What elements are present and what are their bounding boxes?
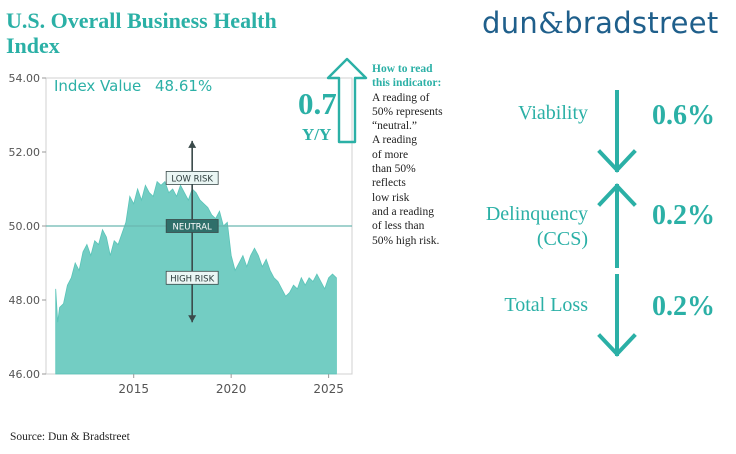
how-to-read-heading-2: this indicator: xyxy=(372,77,442,90)
high-risk-badge-box xyxy=(165,270,219,285)
y-tick-label: 46.00 xyxy=(9,368,41,381)
x-tick-label: 2020 xyxy=(216,382,247,396)
y-tick-label: 52.00 xyxy=(9,146,41,159)
yoy-label: Y/Y xyxy=(302,125,332,144)
neutral-badge-box xyxy=(165,219,219,233)
risk-arrow-head-down xyxy=(188,315,197,323)
how-to-read-note: How to read this indicator: A reading of… xyxy=(372,62,472,248)
how-to-read-line: and a reading xyxy=(372,205,434,218)
how-to-read-line: of more xyxy=(372,148,409,161)
neutral-badge: NEUTRAL xyxy=(165,219,219,233)
how-to-read-line: low risk xyxy=(372,191,410,204)
index-value: 48.61% xyxy=(155,77,212,95)
x-tick-label: 2025 xyxy=(313,382,344,396)
risk-arrow-head-up xyxy=(188,140,197,148)
how-to-read-line: of less than xyxy=(372,220,425,233)
low-risk-badge-text: LOW RISK xyxy=(171,175,213,185)
low-risk-badge: LOW RISK xyxy=(165,171,219,185)
how-to-read-line: reflects xyxy=(372,177,406,190)
high-risk-badge-text: HIGH RISK xyxy=(170,274,214,284)
page-title: U.S. Overall Business Health Index xyxy=(6,8,277,58)
total-loss-value: 0.2% xyxy=(652,291,715,322)
how-to-read-line: than 50% xyxy=(372,163,416,176)
how-to-read-line: “neutral.” xyxy=(372,120,418,133)
total-loss-down-arrow-icon xyxy=(597,274,637,357)
viability-value: 0.6% xyxy=(652,100,715,131)
y-tick-label: 48.00 xyxy=(9,294,41,307)
index-value-label: Index Value xyxy=(54,77,141,95)
delinquency-label: Delinquency xyxy=(485,203,588,225)
how-to-read-line: A reading of xyxy=(372,91,430,104)
yoy-up-arrow-icon xyxy=(326,57,368,144)
y-tick-label: 50.00 xyxy=(9,220,41,233)
how-to-read-line: A reading xyxy=(372,134,418,147)
high-risk-badge: HIGH RISK xyxy=(165,270,219,285)
how-to-read-line: 50% represents xyxy=(372,105,443,118)
how-to-read-line: 50% high risk. xyxy=(372,234,440,247)
neutral-badge-text: NEUTRAL xyxy=(173,223,213,233)
viability-label: Viability xyxy=(518,102,588,124)
low-risk-badge-box xyxy=(165,171,219,185)
delinquency-sublabel: (CCS) xyxy=(536,228,588,250)
delinquency-up-arrow-icon xyxy=(597,183,637,268)
index-chart: LOW RISK NEUTRAL HIGH RISK 46.00 48.00 50.00… xyxy=(9,72,353,396)
y-tick-label: 54.00 xyxy=(9,72,41,85)
source-note: Source: Dun & Bradstreet xyxy=(10,431,130,443)
delinquency-value: 0.2% xyxy=(652,200,715,231)
yoy-value: 0.7 xyxy=(298,86,337,121)
dnb-logo: dun&bradstreet xyxy=(482,6,719,40)
total-loss-label: Total Loss xyxy=(504,294,588,316)
how-to-read-heading-1: How to read xyxy=(372,63,433,75)
viability-down-arrow-icon xyxy=(597,90,637,173)
x-tick-label: 2015 xyxy=(118,382,149,396)
